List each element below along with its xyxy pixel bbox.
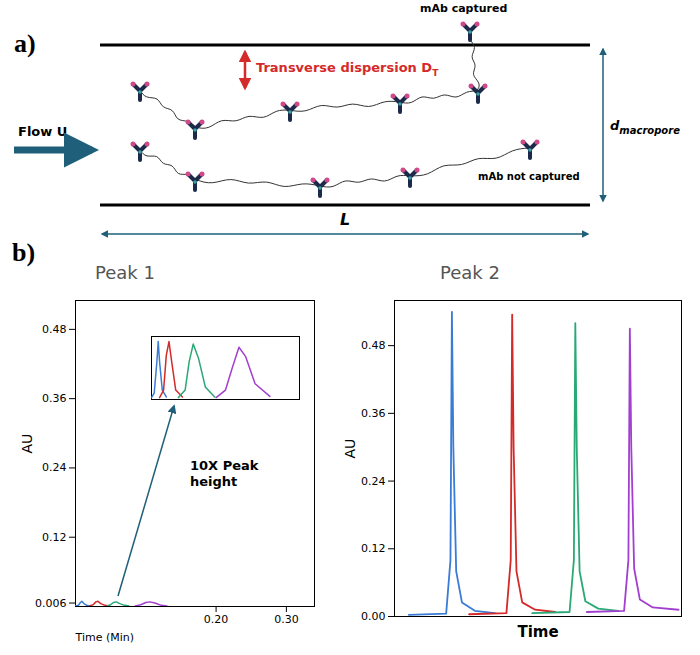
svg-text:AU: AU [19, 434, 35, 454]
svg-text:0.006: 0.006 [35, 597, 67, 610]
svg-text:0.24: 0.24 [42, 461, 67, 474]
svg-text:Time: Time [517, 623, 558, 641]
svg-text:10X Peakheight: 10X Peakheight [190, 458, 259, 489]
svg-text:0.30: 0.30 [274, 613, 299, 626]
svg-text:mAb captured: mAb captured [420, 2, 507, 15]
svg-text:L: L [340, 210, 350, 229]
svg-text:Time (Min): Time (Min) [75, 631, 135, 644]
svg-text:0.48: 0.48 [42, 323, 67, 336]
svg-text:mAb not captured: mAb not captured [478, 171, 580, 182]
svg-text:0.36: 0.36 [42, 392, 67, 405]
html-text:Peak 2: Peak 2 [440, 262, 500, 283]
svg-text:0.12: 0.12 [42, 531, 67, 544]
svg-text:AU: AU [342, 439, 358, 459]
svg-text:0.00: 0.00 [361, 610, 386, 623]
html-text:Peak 1: Peak 1 [95, 262, 155, 283]
svg-text:0.20: 0.20 [204, 613, 229, 626]
svg-text:0.12: 0.12 [361, 542, 386, 555]
svg-text:0.48: 0.48 [361, 339, 386, 352]
svg-text:0.24: 0.24 [361, 475, 386, 488]
svg-text:a): a) [14, 29, 36, 58]
svg-text:0.36: 0.36 [361, 407, 386, 420]
svg-text:Transverse dispersion DT: Transverse dispersion DT [256, 60, 439, 78]
html-text:b): b) [12, 238, 36, 267]
svg-text:dmacropore: dmacropore [610, 118, 680, 136]
svg-text:Flow U: Flow U [18, 124, 67, 139]
